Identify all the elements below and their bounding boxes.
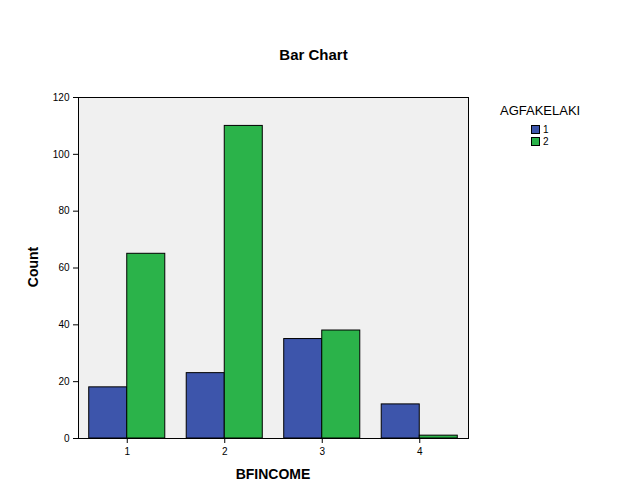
svg-text:2: 2 bbox=[222, 446, 228, 457]
svg-text:1: 1 bbox=[124, 446, 130, 457]
html-text:Count: Count bbox=[25, 246, 41, 288]
svg-text:3: 3 bbox=[319, 446, 325, 457]
html-text:Bar Chart: Bar Chart bbox=[279, 46, 348, 63]
svg-text:120: 120 bbox=[53, 92, 70, 103]
svg-text:4: 4 bbox=[417, 446, 423, 457]
svg-text:20: 20 bbox=[58, 376, 70, 387]
svg-text:0: 0 bbox=[64, 433, 70, 444]
html-text:AGFAKELAKI: AGFAKELAKI bbox=[500, 103, 581, 118]
svg-text:100: 100 bbox=[53, 149, 70, 160]
svg-text:60: 60 bbox=[58, 262, 70, 273]
svg-text:80: 80 bbox=[58, 205, 70, 216]
svg-text:40: 40 bbox=[58, 319, 70, 330]
html-text:1: 1 bbox=[543, 123, 549, 135]
html-text:2: 2 bbox=[543, 135, 549, 147]
html-text:BFINCOME: BFINCOME bbox=[235, 466, 311, 482]
